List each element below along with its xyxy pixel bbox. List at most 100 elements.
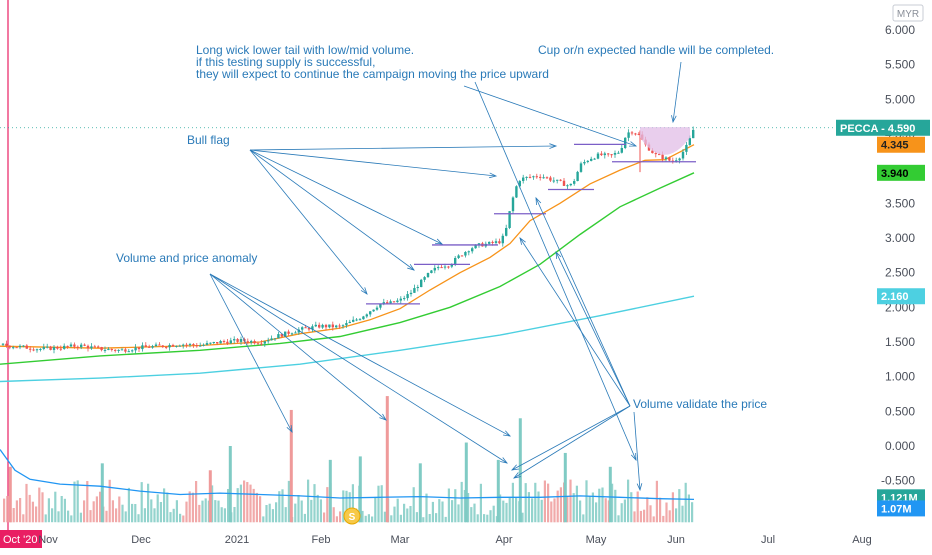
volume-bar: [543, 480, 546, 523]
volume-bar: [166, 492, 169, 523]
volume-bar: [15, 500, 18, 523]
volume-bar: [687, 494, 690, 523]
volume-bar: [502, 500, 505, 523]
price-tag-label: 2.160: [881, 291, 909, 303]
volume-spike-bar: [608, 466, 612, 523]
volume-bar: [556, 490, 559, 523]
volume-bar: [527, 492, 530, 523]
volume-bar: [547, 483, 550, 523]
volume-bar: [233, 507, 236, 523]
candle-body: [552, 180, 555, 182]
annotation-arrow: [513, 405, 631, 479]
candle-body: [518, 180, 521, 187]
candle-body: [556, 179, 559, 181]
candle-body: [29, 348, 32, 350]
volume-bar: [147, 483, 150, 523]
volume-spike-bar: [208, 470, 212, 523]
volume-bar: [172, 508, 175, 523]
candle-body: [542, 177, 545, 179]
candle-body: [158, 344, 161, 346]
annotation-arrowhead: [535, 196, 542, 206]
volume-bar: [470, 507, 473, 523]
candle-body: [505, 227, 508, 236]
volume-bar: [127, 487, 130, 523]
volume-bar: [444, 516, 447, 523]
moving-averages: [0, 144, 695, 383]
volume-bar: [204, 498, 207, 523]
volume-bar: [617, 515, 620, 523]
chart-grid: [0, 0, 862, 530]
price-tick-label: 6.000: [885, 23, 915, 37]
candle-body: [263, 341, 266, 344]
volume-bar: [611, 483, 614, 523]
volume-bar: [585, 480, 588, 523]
volume-bar: [659, 497, 662, 523]
candle-body: [178, 345, 181, 347]
volume-bar: [70, 515, 73, 523]
candle-body: [396, 300, 399, 303]
candle-body: [406, 294, 409, 299]
volume-bar: [239, 484, 242, 523]
candle-body: [573, 181, 576, 184]
candle-body: [379, 303, 382, 308]
volume-bar: [521, 512, 524, 523]
volume-bar: [28, 494, 31, 523]
candle-body: [668, 157, 671, 161]
time-axis-bg: [0, 530, 932, 550]
candle-body: [620, 148, 623, 153]
candle-body: [352, 319, 355, 322]
price-tag-label: 4.345: [881, 140, 909, 152]
volume-bar: [316, 494, 319, 523]
volume-bar: [249, 484, 252, 523]
candle-body: [175, 345, 178, 347]
candle-body: [134, 347, 137, 351]
candle-body: [345, 323, 348, 326]
volume-bar: [588, 496, 591, 523]
candle-body: [314, 324, 317, 327]
candle-body: [246, 341, 249, 343]
currency-badge: [892, 4, 924, 22]
candle-body: [471, 248, 474, 252]
volume-bar: [140, 482, 143, 523]
candle-body: [474, 244, 477, 249]
candle-body: [15, 347, 18, 349]
annotation-arrow: [249, 149, 415, 271]
volume-bar: [595, 502, 598, 523]
candle-body: [86, 345, 90, 349]
candle-body: [239, 338, 243, 342]
candle-body: [39, 348, 42, 350]
volume-bar: [393, 506, 396, 523]
price-tick-label: 5.500: [885, 58, 915, 72]
candle-body: [35, 349, 39, 351]
volume-bar: [620, 503, 623, 523]
volume-bar: [540, 499, 543, 523]
annotations: Long wick lower tail with low/mid volume…: [116, 43, 774, 525]
candle-body: [144, 345, 147, 347]
annotation-arrow: [249, 145, 557, 151]
candle-body: [311, 326, 314, 330]
candle-body: [358, 319, 362, 321]
volume-bar: [531, 498, 534, 523]
volume-bar: [537, 491, 540, 523]
volume-bar: [473, 503, 476, 523]
annotation-arrowhead: [500, 457, 508, 464]
volume-bar: [412, 487, 415, 523]
annotation-long-wick: Long wick lower tail with low/mid volume…: [196, 43, 414, 57]
candle-body: [369, 311, 372, 315]
volume-bar: [275, 502, 278, 523]
candle-body: [437, 267, 440, 269]
volume-bar: [662, 515, 665, 523]
volume-bar: [47, 498, 50, 523]
volume-bar: [41, 492, 44, 523]
volume-bar: [124, 511, 127, 523]
candle-body: [511, 197, 515, 212]
volume-bar: [6, 496, 9, 523]
volume-bar: [499, 494, 502, 523]
candle-body: [25, 345, 28, 349]
annotation-arrow: [633, 411, 641, 491]
annotation-arrowhead: [628, 141, 638, 147]
annotation-arrowhead: [513, 472, 521, 479]
candle-body: [151, 346, 154, 348]
